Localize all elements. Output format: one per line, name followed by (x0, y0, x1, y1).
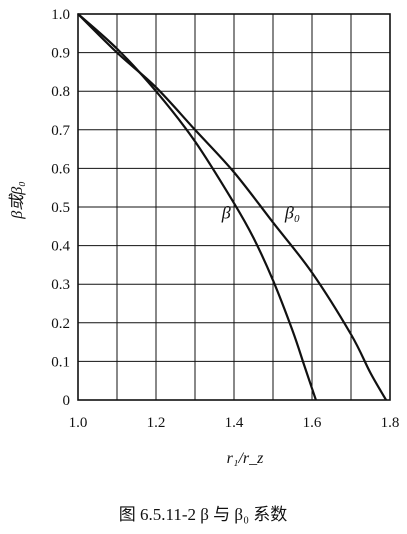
x-axis-label: r₁/r_z (227, 450, 264, 467)
y-axis-label: β或β₀ (8, 181, 26, 220)
series-line-beta0 (77, 13, 388, 401)
series-label-beta0: β₀ (284, 203, 300, 223)
series-layer (77, 13, 388, 401)
plot-frame (77, 13, 391, 401)
label-layer: β β₀ (221, 203, 300, 223)
y-tick-label: 0.7 (51, 123, 70, 139)
y-tick-label: 0.2 (51, 316, 70, 332)
series-label-beta: β (221, 203, 231, 223)
y-tick-label: 0 (63, 393, 71, 409)
y-tick-label: 0.4 (51, 239, 70, 255)
y-tick-label: 0.9 (51, 46, 70, 62)
y-tick-label: 0.8 (51, 84, 70, 100)
x-tick-label: 1.2 (147, 415, 166, 431)
y-tick-label: 0.1 (51, 354, 70, 370)
grid-layer (77, 13, 391, 401)
x-tick-label: 1.4 (225, 415, 244, 431)
x-tick-label: 1.6 (303, 415, 322, 431)
axis-layer: 0 0.1 0.2 0.3 0.4 0.5 0.6 0.7 0.8 0.9 1.0 1.0 1.2 1.4… (51, 7, 399, 431)
y-tick-label: 0.3 (51, 277, 70, 293)
figure-caption: 图 6.5.11-2 β 与 β₀ 系数 (119, 505, 288, 524)
x-tick-label: 1.8 (381, 415, 400, 431)
y-tick-label: 1.0 (51, 7, 70, 23)
y-tick-label: 0.5 (51, 200, 70, 216)
y-tick-label: 0.6 (51, 161, 70, 177)
x-tick-label: 1.0 (69, 415, 88, 431)
